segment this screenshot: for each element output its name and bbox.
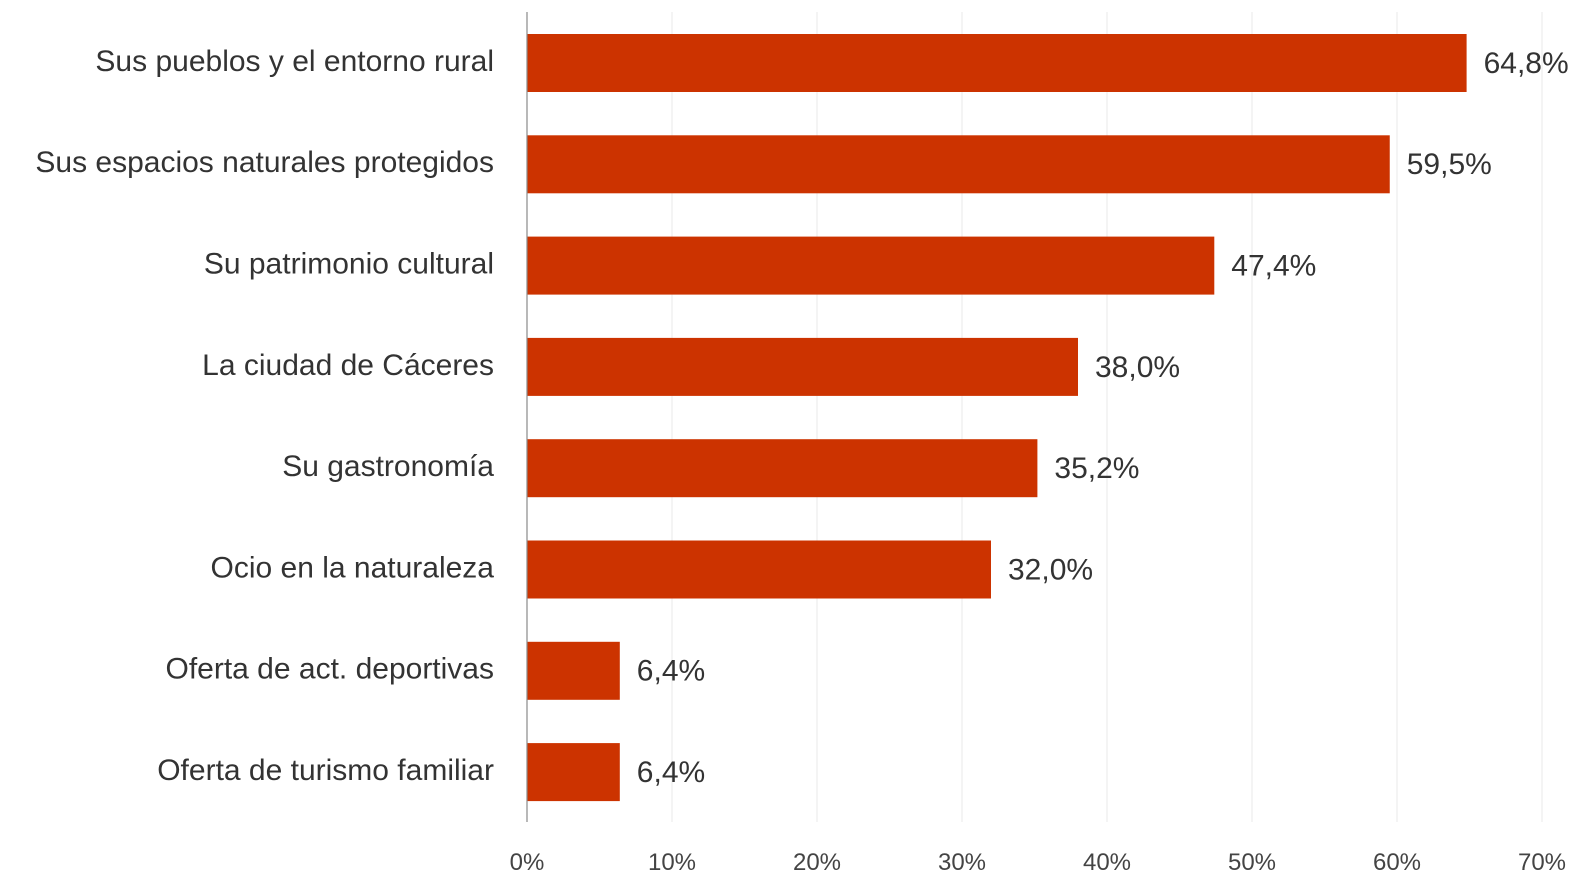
category-label: Oferta de act. deportivas [165, 653, 494, 686]
x-tick-label: 20% [793, 849, 841, 876]
category-label: Su patrimonio cultural [204, 248, 494, 281]
bar [527, 34, 1467, 92]
category-label: La ciudad de Cáceres [202, 349, 494, 382]
x-tick-label: 0% [510, 849, 545, 876]
bar [527, 337, 1078, 396]
value-label: 32,0% [1008, 553, 1093, 586]
category-label: Sus espacios naturales protegidos [35, 146, 494, 179]
bar [527, 743, 620, 802]
category-label: Ocio en la naturaleza [210, 551, 494, 584]
grid-lines [671, 12, 1543, 822]
value-label: 6,4% [637, 655, 705, 688]
x-tick-label: 40% [1083, 849, 1131, 876]
bar [527, 135, 1390, 194]
x-tick-label: 50% [1228, 849, 1276, 876]
bar [527, 540, 991, 599]
bar [527, 641, 620, 700]
bars [527, 34, 1467, 802]
category-label: Sus pueblos y el entorno rural [95, 45, 494, 78]
value-label: 6,4% [637, 756, 705, 789]
x-tick-label: 30% [938, 849, 986, 876]
value-label: 64,8% [1484, 47, 1569, 80]
value-label: 59,5% [1407, 148, 1492, 181]
x-tick-label: 60% [1373, 849, 1421, 876]
bar [527, 439, 1038, 498]
bar [527, 236, 1215, 295]
x-tick-label: 70% [1518, 849, 1566, 876]
category-label: Oferta de turismo familiar [157, 754, 494, 787]
labels: 0% 10% 20% 30% 40% 50% 60% 70% Sus pueblos y el … [35, 45, 1568, 876]
value-label: 47,4% [1231, 250, 1316, 283]
category-label: Su gastronomía [282, 450, 494, 483]
x-tick-label: 10% [648, 849, 696, 876]
value-label: 35,2% [1054, 452, 1139, 485]
value-label: 38,0% [1095, 351, 1180, 384]
